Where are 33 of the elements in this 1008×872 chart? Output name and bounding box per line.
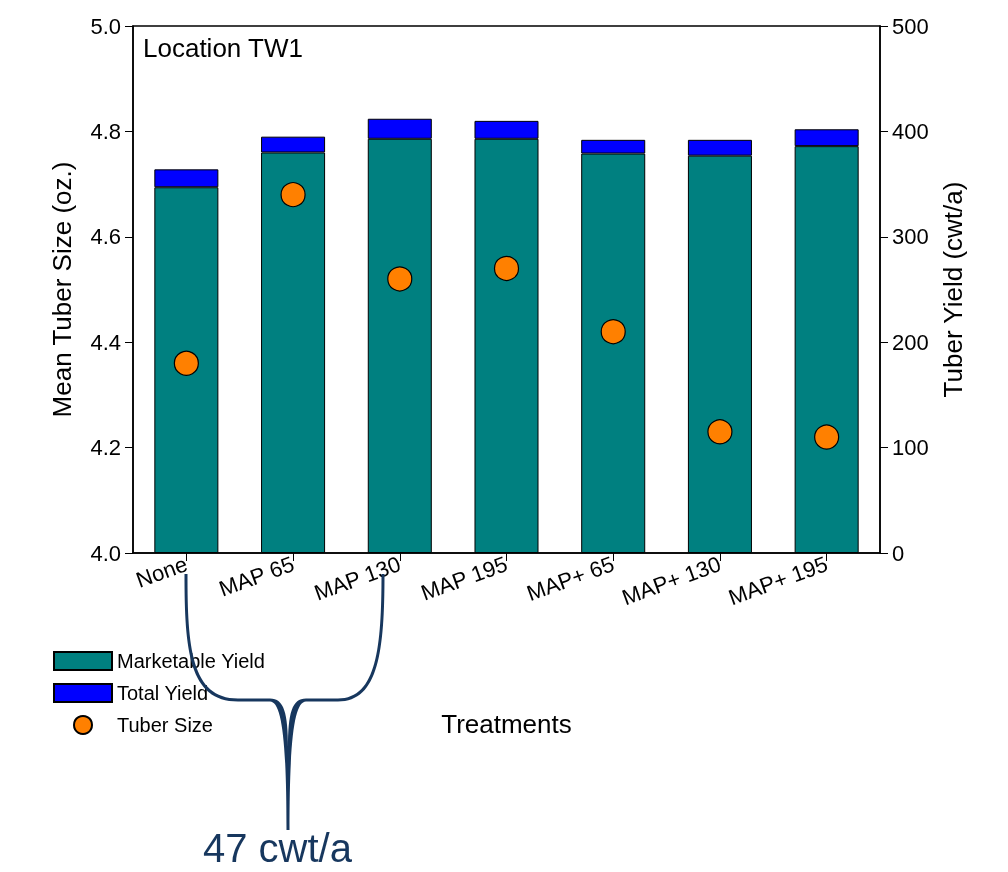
legend-label: Total Yield [117, 682, 209, 704]
chart-title: Location TW1 [143, 33, 303, 63]
x-tick-label: MAP+ 195 [725, 551, 831, 611]
y-tick-label: 4.8 [90, 118, 121, 144]
point [280, 182, 306, 208]
text: 47 cwt/a [203, 826, 353, 870]
point [493, 255, 520, 282]
y-tick-label: 4.2 [90, 435, 121, 461]
x-tick-label: MAP+ 65 [523, 551, 618, 606]
x-tick-label: MAP 195 [417, 551, 511, 606]
y-tick-label: 5.0 [90, 13, 121, 39]
point [173, 350, 199, 376]
y2-tick-label: 100 [892, 435, 929, 461]
y-tick-label: 4.6 [90, 224, 121, 250]
y2-tick-label: 200 [892, 329, 929, 355]
point [814, 424, 840, 450]
y2-tick-label: 400 [892, 118, 929, 144]
y2-tick-label: 0 [892, 540, 905, 566]
y-tick-label: 4.0 [90, 540, 121, 566]
x-tick-label: None [132, 551, 191, 593]
y2-tick-label: 300 [892, 224, 929, 250]
y-tick-label: 4.4 [90, 329, 121, 355]
y2-axis-title: Tuber Yield (cwt/a) [937, 181, 968, 398]
x-tick-label: MAP 65 [215, 551, 298, 602]
y2-tick-label: 500 [892, 13, 929, 39]
x-tick-label: MAP 130 [310, 551, 405, 606]
point [600, 319, 626, 345]
y-axis-title: Mean Tuber Size (oz.) [47, 161, 77, 418]
x-tick-label: MAP+ 130 [618, 551, 725, 611]
x-axis-title: Treatments [441, 709, 572, 739]
point [707, 419, 733, 445]
point [387, 266, 413, 292]
legend-label: Tuber Size [117, 714, 213, 736]
